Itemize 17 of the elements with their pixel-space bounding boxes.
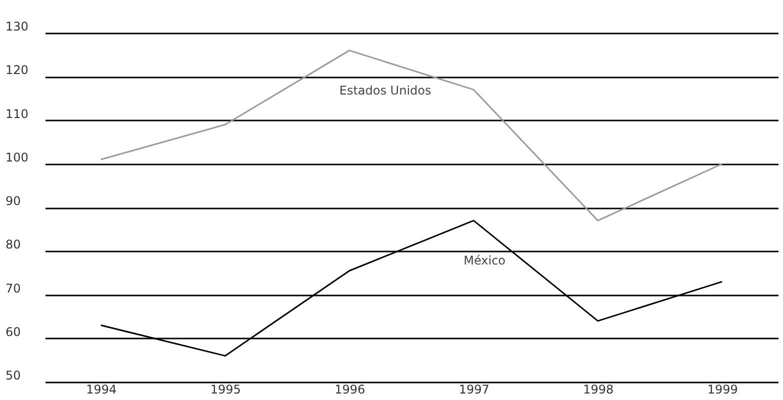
x-tick-label: 1999 (707, 382, 738, 396)
series-label: México (464, 254, 506, 268)
x-tick-label: 1996 (334, 382, 366, 396)
y-tick-label: 130 (6, 20, 28, 34)
y-tick-label: 80 (6, 238, 21, 252)
x-tick-label: 1995 (210, 382, 241, 396)
y-tick-label: 90 (6, 194, 21, 208)
x-tick-label: 1994 (86, 382, 117, 396)
y-tick-label: 70 (6, 281, 21, 296)
y-tick-label: 50 (6, 368, 21, 382)
y-tick-label: 60 (6, 324, 21, 339)
series-label: Estados Unidos (339, 83, 432, 98)
y-tick-label: 100 (6, 150, 28, 164)
y-tick-label: 110 (6, 106, 28, 121)
y-tick-label: 120 (6, 63, 28, 78)
x-tick-label: 1998 (583, 382, 614, 396)
x-tick-label: 1997 (458, 382, 490, 396)
